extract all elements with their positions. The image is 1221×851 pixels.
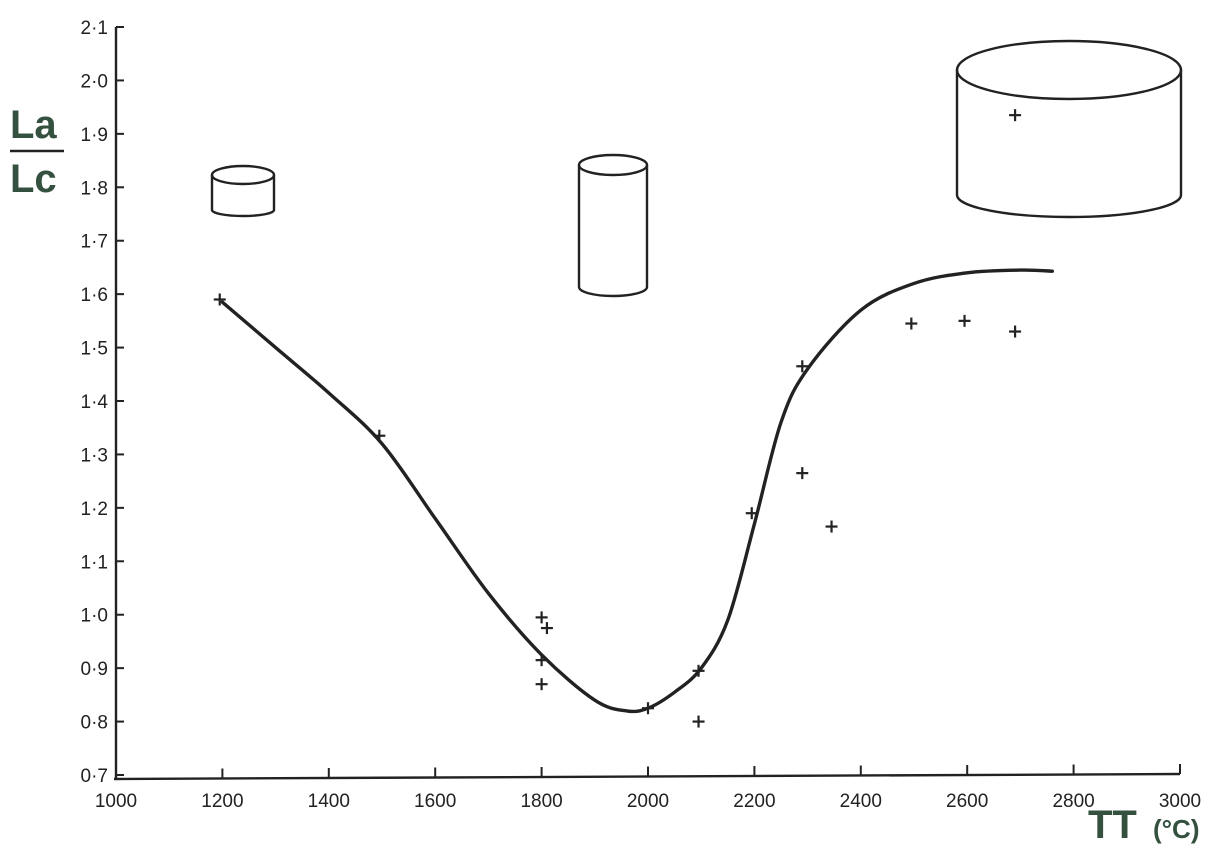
x-tick-label: 2600 — [946, 791, 988, 812]
data-point — [540, 622, 553, 635]
data-point — [213, 293, 226, 306]
data-point — [796, 360, 809, 373]
y-tick-label: 0·9 — [81, 659, 108, 680]
x-tick-label: 1600 — [414, 791, 456, 812]
y-tick-label: 1·0 — [81, 606, 108, 627]
x-axis-title: TT — [1088, 803, 1137, 847]
y-tick-label: 1·2 — [81, 499, 108, 520]
x-tick-label: 1200 — [201, 791, 243, 812]
y-tick-label: 0·7 — [81, 766, 108, 787]
x-tick-label: 2200 — [733, 791, 775, 812]
y-tick-label: 1·5 — [81, 339, 108, 360]
data-points — [213, 109, 1022, 728]
y-axis-title-numerator: La — [10, 103, 57, 147]
data-point — [796, 467, 809, 480]
y-tick-label: 1·8 — [81, 178, 108, 199]
data-point — [745, 507, 758, 520]
y-axis-title-denominator: Lc — [10, 157, 57, 201]
data-point — [958, 314, 971, 327]
y-ticks: 0·7 0·8 0·9 1·0 1·1 1·2 1·3 1·4 1·5 1·6 1·7 1·8 1·9 2… — [81, 18, 124, 787]
data-point — [642, 702, 654, 715]
y-tick-label: 1·1 — [81, 552, 108, 573]
y-tick-label: 1·3 — [81, 445, 108, 466]
x-tick-label: 1400 — [308, 791, 350, 812]
x-ticks: 1000 1200 1400 1600 1800 2000 2200 2400 2600 2800… — [95, 764, 1201, 812]
x-tick-label: 1000 — [95, 791, 137, 812]
y-tick-label: 1·6 — [81, 285, 108, 306]
y-tick-label: 2·1 — [81, 18, 108, 39]
x-tick-label: 1800 — [520, 791, 562, 812]
data-point — [825, 520, 838, 533]
data-point — [535, 654, 548, 667]
x-tick-label: 2800 — [1052, 791, 1094, 812]
y-tick-label: 2·0 — [81, 71, 108, 92]
data-point — [905, 317, 918, 330]
data-point — [1009, 109, 1022, 122]
trend-curve — [220, 268, 1055, 714]
tall-cylinder-icon — [577, 153, 649, 298]
wide-cylinder-icon — [955, 39, 1183, 219]
short-cylinder-icon — [210, 164, 276, 218]
x-axis-unit: (°C) — [1153, 814, 1200, 844]
y-tick-label: 1·4 — [81, 392, 109, 413]
data-point — [1009, 325, 1022, 338]
data-point — [535, 678, 548, 691]
y-tick-label: 0·8 — [81, 713, 108, 734]
axes — [113, 27, 1181, 781]
cylinder-illustrations — [210, 39, 1183, 298]
x-tick-label: 3000 — [1159, 791, 1201, 812]
data-point — [692, 664, 705, 677]
y-tick-label: 1·7 — [81, 232, 108, 253]
data-point — [535, 611, 548, 624]
x-tick-label: 2000 — [627, 791, 669, 812]
data-point — [692, 715, 705, 728]
x-tick-label: 2400 — [840, 791, 882, 812]
y-tick-label: 1·9 — [81, 125, 108, 146]
data-point — [373, 429, 386, 442]
